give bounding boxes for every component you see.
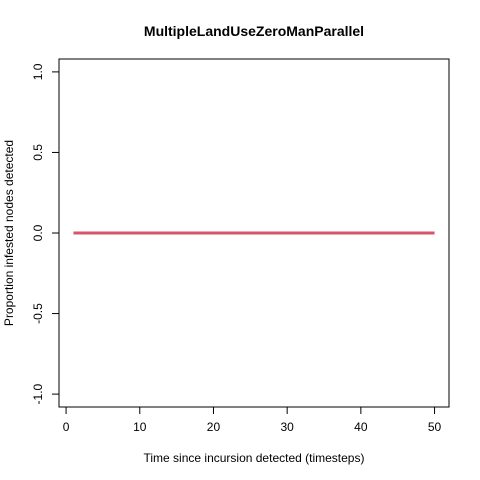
x-tick-label: 30	[280, 420, 294, 434]
chart-title: MultipleLandUseZeroManParallel	[144, 23, 364, 39]
x-axis-label: Time since incursion detected (timesteps…	[144, 451, 365, 465]
y-axis-ticks: -1.0 -0.5 0.0 0.5 1.0	[31, 63, 59, 404]
x-tick-label: 0	[63, 420, 70, 434]
y-tick-label: -1.0	[31, 383, 45, 404]
x-axis-ticks: 0 10 20 30 40 50	[63, 407, 442, 434]
y-tick-label: 0.0	[31, 224, 45, 241]
x-tick-label: 10	[133, 420, 147, 434]
y-tick-label: -0.5	[31, 303, 45, 324]
x-tick-label: 50	[428, 420, 442, 434]
y-tick-label: 0.5	[31, 144, 45, 161]
y-tick-label: 1.0	[31, 63, 45, 80]
y-axis-label: Proportion infested nodes detected	[2, 140, 16, 326]
x-tick-label: 40	[354, 420, 368, 434]
x-tick-label: 20	[207, 420, 221, 434]
